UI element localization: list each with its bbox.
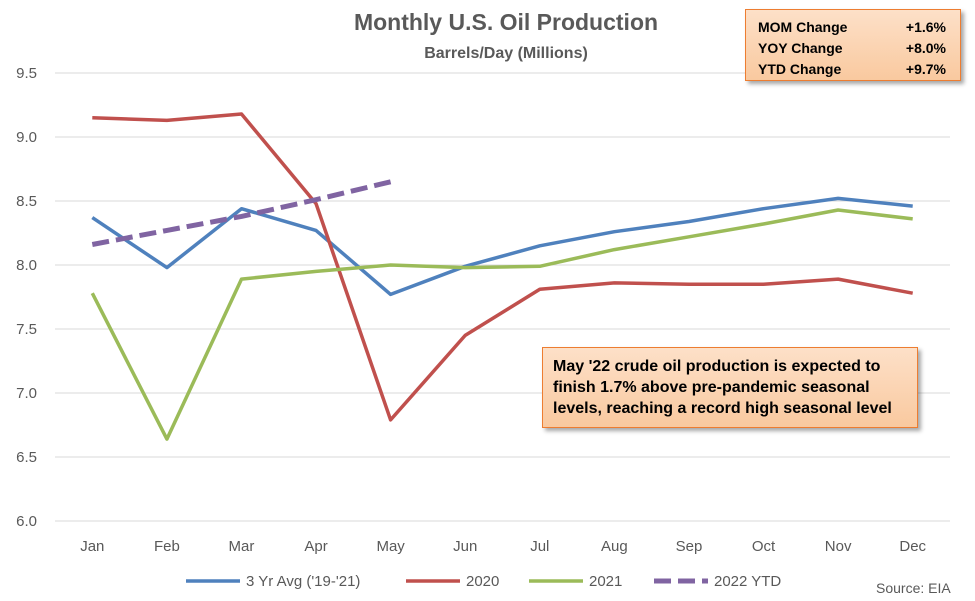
x-tick-label: Jan bbox=[80, 538, 104, 555]
stat-label: YTD Change bbox=[758, 61, 842, 77]
x-tick-label: Nov bbox=[825, 538, 852, 555]
legend-label: 2022 YTD bbox=[714, 573, 781, 590]
y-tick-label: 7.0 bbox=[16, 385, 37, 402]
stat-value: +8.0% bbox=[905, 40, 946, 56]
y-axis-ticks: 6.0 6.5 7.0 7.5 8.0 8.5 9.0 9.5 bbox=[16, 65, 37, 530]
series-line-1 bbox=[91, 196, 913, 297]
gridlines bbox=[55, 72, 950, 522]
change-stats-box: MOM Change +1.6% YOY Change +8.0% YTD Ch… bbox=[745, 9, 961, 81]
y-tick-label: 9.0 bbox=[16, 129, 37, 146]
stat-value: +1.6% bbox=[905, 19, 946, 35]
legend: 3 Yr Avg ('19-'21) 2020 2021 2022 YTD bbox=[186, 573, 781, 590]
y-tick-label: 8.0 bbox=[16, 257, 37, 274]
y-tick-label: 9.5 bbox=[16, 65, 37, 82]
chart-subtitle: Barrels/Day (Millions) bbox=[424, 45, 588, 62]
series-line-4 bbox=[91, 179, 392, 247]
x-tick-label: Jul bbox=[530, 538, 549, 555]
x-axis-ticks: Jan Feb Mar Apr May Jun Jul Aug Sep Oct Nov Dec bbox=[80, 538, 926, 555]
x-tick-label: Dec bbox=[899, 538, 926, 555]
stat-label: MOM Change bbox=[758, 19, 848, 35]
y-tick-label: 7.5 bbox=[16, 321, 37, 338]
chart-title: Monthly U.S. Oil Production bbox=[354, 9, 658, 35]
x-tick-label: Oct bbox=[752, 538, 776, 555]
y-tick-label: 8.5 bbox=[16, 193, 37, 210]
series-line-2 bbox=[92, 112, 914, 422]
x-tick-label: May bbox=[376, 538, 405, 555]
stat-value: +9.7% bbox=[905, 61, 946, 77]
stat-row-yoy: YOY Change +8.0% bbox=[758, 38, 946, 59]
series-lines bbox=[90, 112, 914, 441]
x-tick-label: Jun bbox=[453, 538, 477, 555]
x-tick-label: Mar bbox=[229, 538, 255, 555]
stat-row-mom: MOM Change +1.6% bbox=[758, 17, 946, 38]
source-note: Source: EIA bbox=[876, 580, 951, 596]
x-tick-label: Apr bbox=[304, 538, 327, 555]
legend-label: 2021 bbox=[589, 573, 622, 590]
annotation-box: May '22 crude oil production is expected… bbox=[542, 347, 918, 428]
stat-row-ytd: YTD Change +9.7% bbox=[758, 59, 946, 80]
series-line-3 bbox=[90, 208, 913, 441]
y-tick-label: 6.0 bbox=[16, 513, 37, 530]
x-tick-label: Feb bbox=[154, 538, 180, 555]
legend-label: 3 Yr Avg ('19-'21) bbox=[246, 573, 360, 590]
y-tick-label: 6.5 bbox=[16, 449, 37, 466]
x-tick-label: Aug bbox=[601, 538, 628, 555]
stat-label: YOY Change bbox=[758, 40, 843, 56]
x-tick-label: Sep bbox=[676, 538, 703, 555]
legend-label: 2020 bbox=[466, 573, 499, 590]
